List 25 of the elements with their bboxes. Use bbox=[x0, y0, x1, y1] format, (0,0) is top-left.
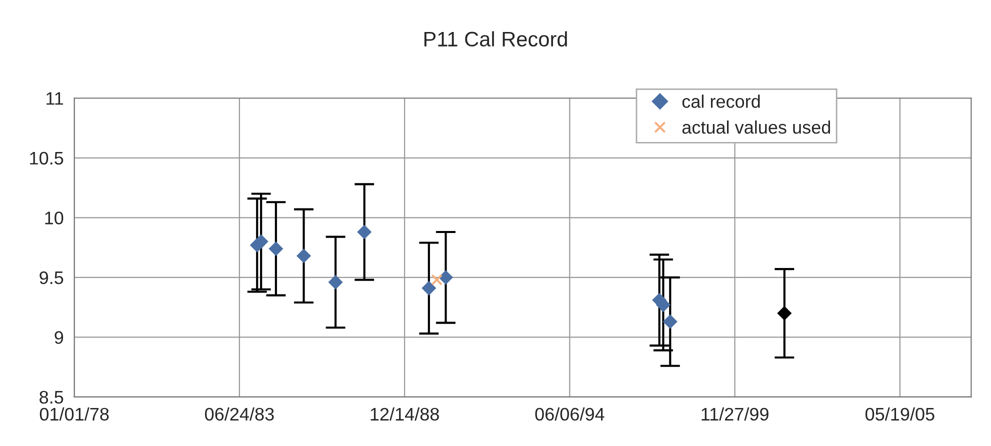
y-tick-label: 9 bbox=[54, 331, 64, 344]
point bbox=[662, 314, 678, 329]
point bbox=[438, 270, 454, 285]
point bbox=[296, 248, 312, 264]
chart-title: P11 Cal Record bbox=[424, 31, 567, 47]
point bbox=[328, 274, 343, 290]
y-tick-label: 10 bbox=[45, 212, 64, 224]
legend-label: actual values used bbox=[682, 120, 830, 134]
y-tick-label: 10.5 bbox=[30, 152, 64, 165]
x-tick-label: 06/06/94 bbox=[535, 407, 604, 421]
point bbox=[777, 306, 792, 321]
legend-label: cal record bbox=[682, 94, 760, 108]
y-tick-label: 11 bbox=[46, 92, 64, 105]
x-tick-label: 12/14/88 bbox=[370, 407, 439, 421]
x-tick-label: 11/27/99 bbox=[702, 407, 768, 421]
x-tick-label: 06/24/83 bbox=[205, 407, 274, 421]
point bbox=[422, 280, 436, 296]
x-tick-label: 01/01/78 bbox=[40, 407, 109, 421]
point bbox=[268, 241, 284, 256]
point bbox=[357, 224, 372, 240]
y-tick-label: 8.5 bbox=[40, 390, 64, 404]
point bbox=[431, 274, 443, 286]
y-tick-label: 9.5 bbox=[40, 271, 64, 284]
x-tick-label: 05/19/05 bbox=[866, 407, 934, 421]
point bbox=[254, 234, 268, 249]
